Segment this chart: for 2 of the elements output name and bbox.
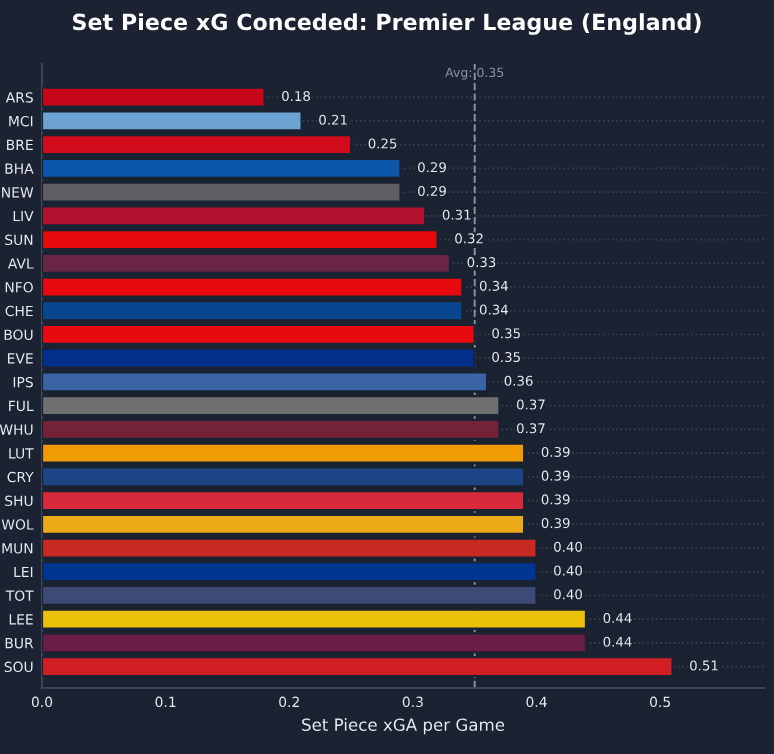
x-axis-title: Set Piece xGA per Game bbox=[302, 718, 505, 735]
chart-title: Set Piece xG Conceded: Premier League (England) bbox=[73, 13, 701, 35]
